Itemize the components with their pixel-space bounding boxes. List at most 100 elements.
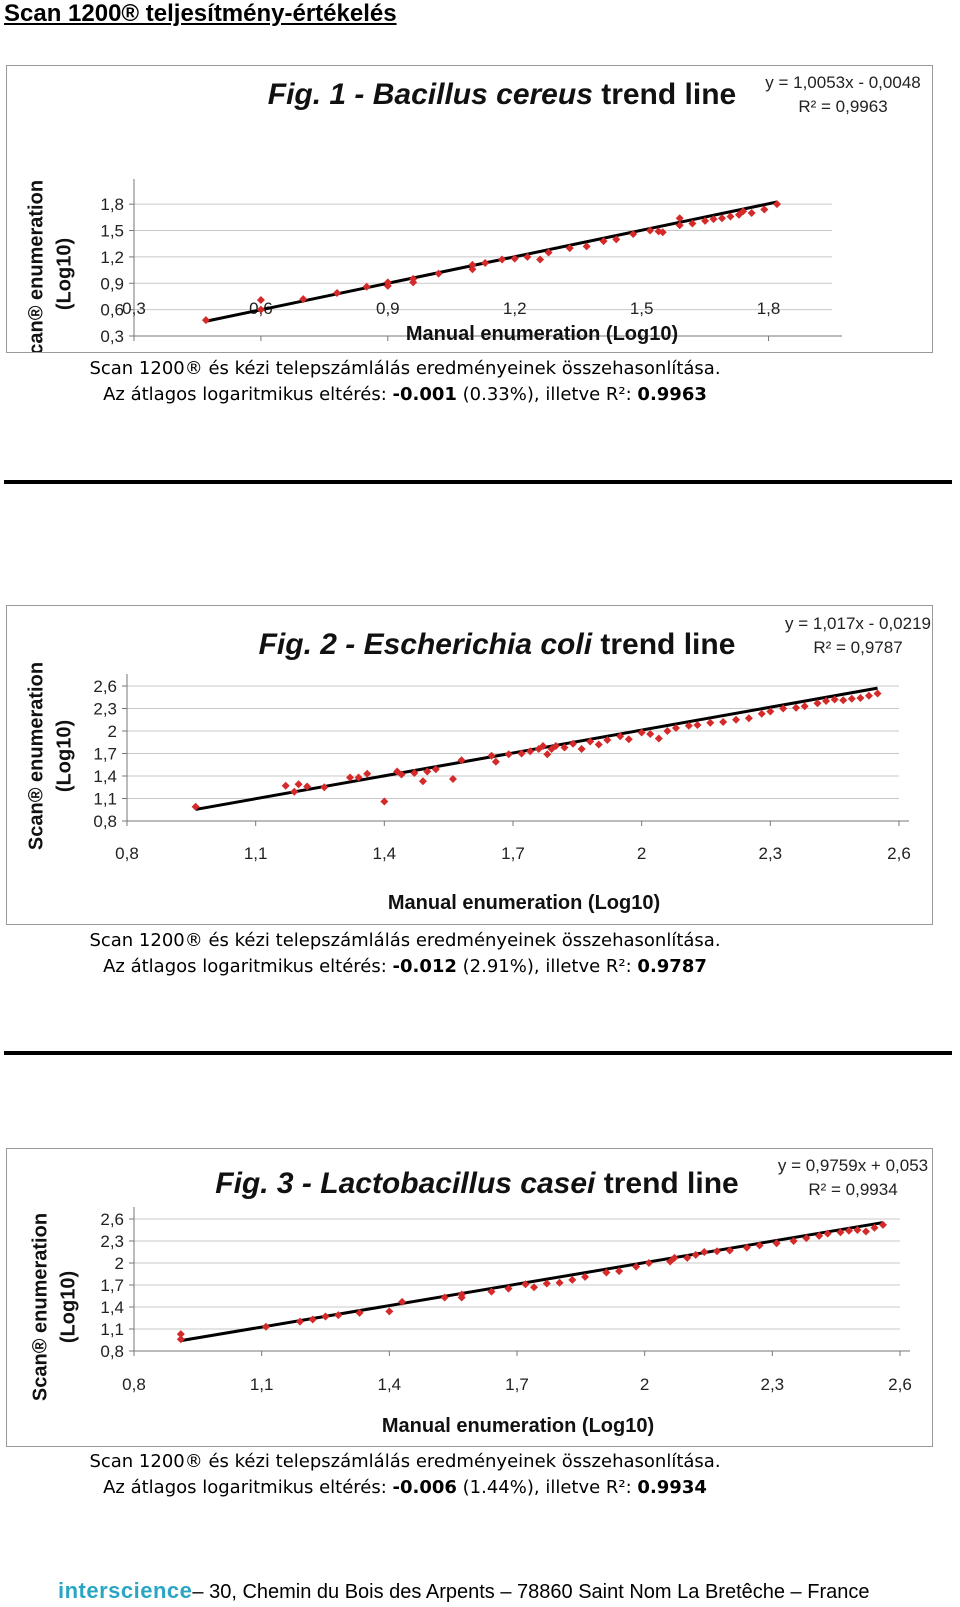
y-tick-label: 2,6 (93, 677, 117, 696)
y-tick-label: 0,8 (100, 1342, 124, 1361)
data-point (523, 252, 532, 261)
data-point (713, 1247, 722, 1256)
data-point (755, 1241, 764, 1250)
x-tick-label: 2,6 (887, 844, 911, 863)
data-point (732, 715, 741, 724)
data-point (543, 750, 552, 759)
chart-fig2: 0,8 1,1 1,4 1,7 2 2,3 2,6 0,8 1,1 1,4 1,7 2 2,3 2,6 Fi… (6, 605, 933, 925)
y-tick-label: 1,1 (100, 1320, 124, 1339)
chart-title: Fig. 3 - Lactobacillus casei trend line (215, 1167, 739, 1200)
data-point (800, 702, 809, 711)
data-point (308, 1315, 317, 1324)
data-point (423, 767, 432, 776)
data-point (448, 775, 457, 783)
y-tick-label: 1,1 (93, 790, 117, 809)
y-tick-label: 1,7 (100, 1276, 124, 1295)
x-tick-label: 1,1 (244, 844, 268, 863)
data-point (706, 718, 715, 727)
x-tick-label: 1,7 (501, 844, 525, 863)
data-point (822, 697, 831, 705)
data-point (487, 1287, 496, 1296)
y-axis-label: Scan® enumeration (29, 1213, 51, 1401)
data-point (670, 1253, 679, 1262)
caption-line1: Scan 1200® és kézi telepszámlálás eredmé… (89, 1451, 721, 1472)
chart-title: Fig. 2 - Escherichia coli trend line (259, 628, 736, 661)
data-point (789, 1237, 798, 1245)
data-point (440, 1293, 449, 1302)
data-point (303, 782, 312, 791)
data-point (201, 316, 210, 325)
y-tick-label: 2 (115, 1254, 124, 1273)
caption-line2: Az átlagos logaritmikus eltérés: -0.001 … (103, 384, 707, 405)
x-tick-label: 2 (637, 844, 646, 863)
data-point (772, 1239, 781, 1248)
data-point (383, 278, 392, 287)
brand-logo: interscience (58, 1578, 193, 1603)
data-point (612, 235, 621, 244)
divider (4, 1051, 952, 1055)
data-point (468, 265, 477, 274)
data-point (363, 769, 372, 778)
data-point (646, 730, 655, 738)
caption-line1: Scan 1200® és kézi telepszámlálás eredmé… (89, 930, 721, 951)
data-point (602, 1268, 611, 1277)
data-point (380, 797, 389, 806)
data-point (693, 721, 702, 729)
y-axis-label-unit: (Log10) (53, 238, 75, 310)
data-point (321, 1312, 330, 1321)
data-point (792, 703, 801, 712)
data-point (431, 765, 440, 774)
y-tick-label: 0,9 (100, 274, 124, 293)
data-point (624, 735, 633, 744)
data-point (398, 1297, 407, 1306)
data-point (726, 212, 735, 221)
data-point (299, 295, 308, 304)
data-point (853, 1226, 862, 1234)
r2-value: 0.9963 (637, 384, 707, 405)
data-point (295, 1317, 304, 1326)
data-point (418, 777, 427, 786)
y-axis-label-unit: (Log10) (57, 1271, 79, 1343)
data-point (654, 734, 663, 743)
data-point (594, 740, 603, 749)
data-point (526, 747, 535, 756)
data-point (551, 742, 560, 750)
data-point (629, 230, 638, 239)
data-point (544, 248, 553, 257)
data-point (176, 1330, 185, 1339)
data-point (637, 728, 646, 737)
data-point (599, 237, 608, 246)
data-point (760, 205, 769, 214)
x-tick-label: 1,2 (503, 299, 527, 318)
data-point (487, 751, 496, 760)
x-tick-label: 2,6 (888, 1375, 912, 1394)
data-point (517, 749, 526, 758)
r2-label: R² = 0,9963 (798, 97, 887, 116)
data-point (385, 1307, 394, 1316)
data-point (773, 200, 782, 209)
data-point (830, 695, 839, 704)
chart-fig2-svg: 0,8 1,1 1,4 1,7 2 2,3 2,6 0,8 1,1 1,4 1,7 2 2,3 2,6 Fi… (25, 614, 931, 914)
mean-deviation: -0.012 (392, 956, 457, 977)
data-point (836, 1228, 845, 1237)
footer: interscience– 30, Chemin du Bois des Arp… (58, 1578, 869, 1604)
data-point (675, 214, 684, 223)
data-point (701, 216, 710, 225)
data-point (683, 1253, 692, 1262)
data-point (577, 745, 586, 753)
data-point (468, 260, 477, 269)
chart-title: Fig. 1 - Bacillus cereus trend line (268, 78, 736, 111)
data-point (861, 1227, 870, 1236)
data-point (586, 737, 595, 746)
data-point (256, 305, 265, 314)
data-point (839, 696, 848, 705)
chart-fig3: 0,8 1,1 1,4 1,7 2 2,3 2,6 0,8 1,1 1,4 1,7 2 2,3 2,6 Fi… (6, 1148, 933, 1447)
footer-address: – 30, Chemin du Bois des Arpents – 78860… (192, 1581, 870, 1603)
data-point (823, 1229, 832, 1238)
caption-line1: Scan 1200® és kézi telepszámlálás eredmé… (89, 358, 721, 379)
data-point (320, 783, 329, 792)
mean-deviation: -0.001 (392, 384, 457, 405)
chart-fig1: 0,30,60,91,21,51,80,30,60,91,21,51,8Fig.… (6, 65, 933, 353)
x-axis-label: Manual enumeration (Log10) (388, 892, 660, 914)
y-axis-label: Scan® enumeration (25, 180, 47, 352)
